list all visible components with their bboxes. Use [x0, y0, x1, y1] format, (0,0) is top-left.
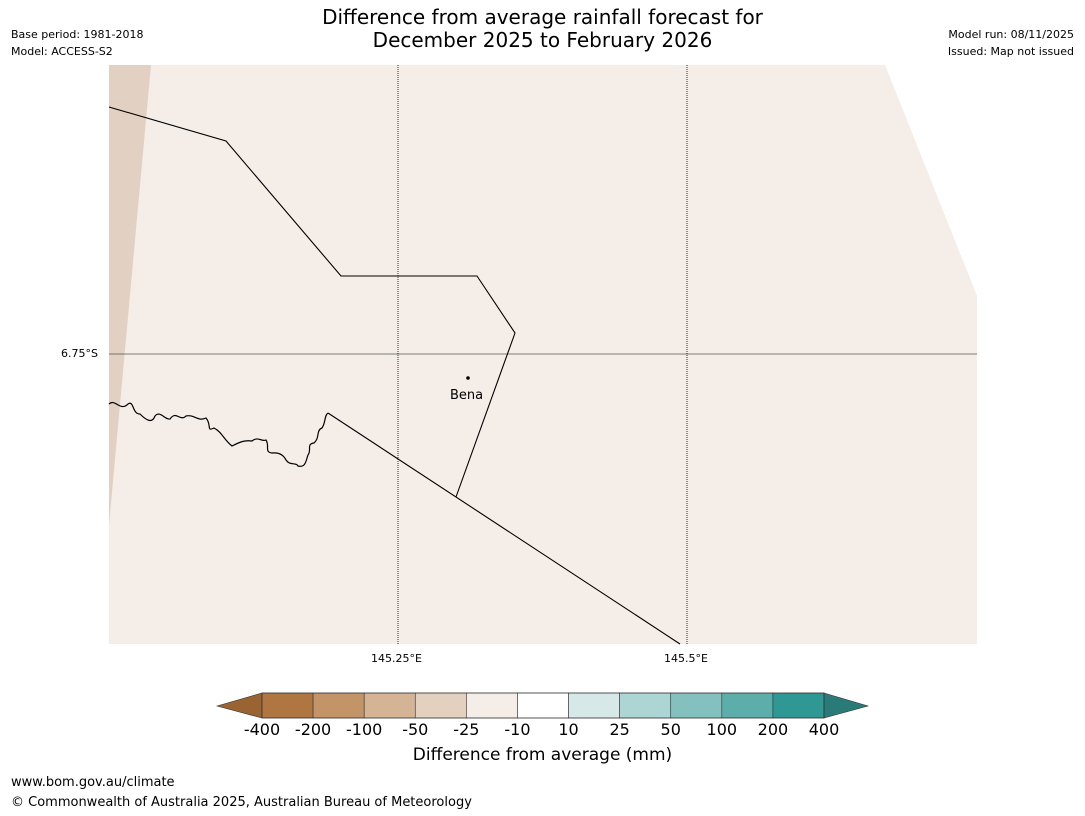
colorbar-segment	[414, 692, 467, 719]
map-area	[108, 65, 977, 645]
colorbar-label: -400	[243, 720, 281, 739]
map-corner-blank	[885, 65, 977, 296]
colorbar-segment	[466, 692, 518, 719]
colorbar-label: 50	[660, 720, 681, 739]
colorbar-segment	[363, 692, 416, 719]
colorbar-label: -50	[402, 720, 429, 739]
colorbar-segment	[670, 692, 723, 719]
town-marker	[466, 376, 470, 380]
colorbar-segment	[619, 692, 672, 719]
colorbar-upper-extension	[823, 692, 870, 719]
colorbar-segment	[517, 692, 569, 719]
colorbar-segment	[261, 692, 314, 719]
footer-url: www.bom.gov.au/climate	[11, 775, 175, 790]
title-line-1: Difference from average rainfall forecas…	[322, 5, 763, 29]
colorbar-label: -25	[453, 720, 480, 739]
province-boundary-south	[327, 412, 681, 645]
model-text: Model: ACCESS-S2	[11, 45, 113, 58]
colorbar-label: 400	[808, 720, 840, 739]
lon-tick-label-2: 145.5°E	[664, 652, 708, 665]
colorbar-frame	[261, 692, 825, 719]
footer-copyright: © Commonwealth of Australia 2025, Austra…	[11, 795, 472, 810]
colorbar-title: Difference from average (mm)	[412, 745, 673, 765]
lat-tick-label: 6.75°S	[61, 347, 98, 360]
title-line-2: December 2025 to February 2026	[372, 28, 713, 52]
colorbar-label: 10	[558, 720, 579, 739]
colorbar-label: 25	[609, 720, 630, 739]
colorbar-segment	[568, 692, 620, 719]
colorbar-label: 100	[706, 720, 738, 739]
colorbar-lower-extension	[215, 692, 263, 719]
place-label: Bena	[450, 388, 484, 403]
colorbar-label: 200	[757, 720, 789, 739]
coastline	[108, 401, 329, 467]
colorbar-segment	[721, 692, 774, 719]
map-background	[109, 65, 977, 644]
colorbar-segment	[312, 692, 365, 719]
base-period-text: Base period: 1981-2018	[11, 28, 144, 41]
colorbar-segments	[261, 692, 825, 719]
colorbar-label: -100	[346, 720, 383, 739]
province-boundary	[108, 106, 516, 498]
page-title: Difference from average rainfall forecas…	[0, 6, 1085, 52]
lon-tick-label-1: 145.25°E	[371, 652, 422, 665]
colorbar-label: -200	[294, 720, 332, 739]
issued-text: Issued: Map not issued	[947, 45, 1074, 58]
colorbar-label: -10	[504, 720, 531, 739]
colorbar-segment	[772, 692, 825, 719]
colorbar-graphic	[215, 692, 870, 719]
dry-band-region	[109, 65, 151, 525]
model-run-text: Model run: 08/11/2025	[948, 28, 1074, 41]
